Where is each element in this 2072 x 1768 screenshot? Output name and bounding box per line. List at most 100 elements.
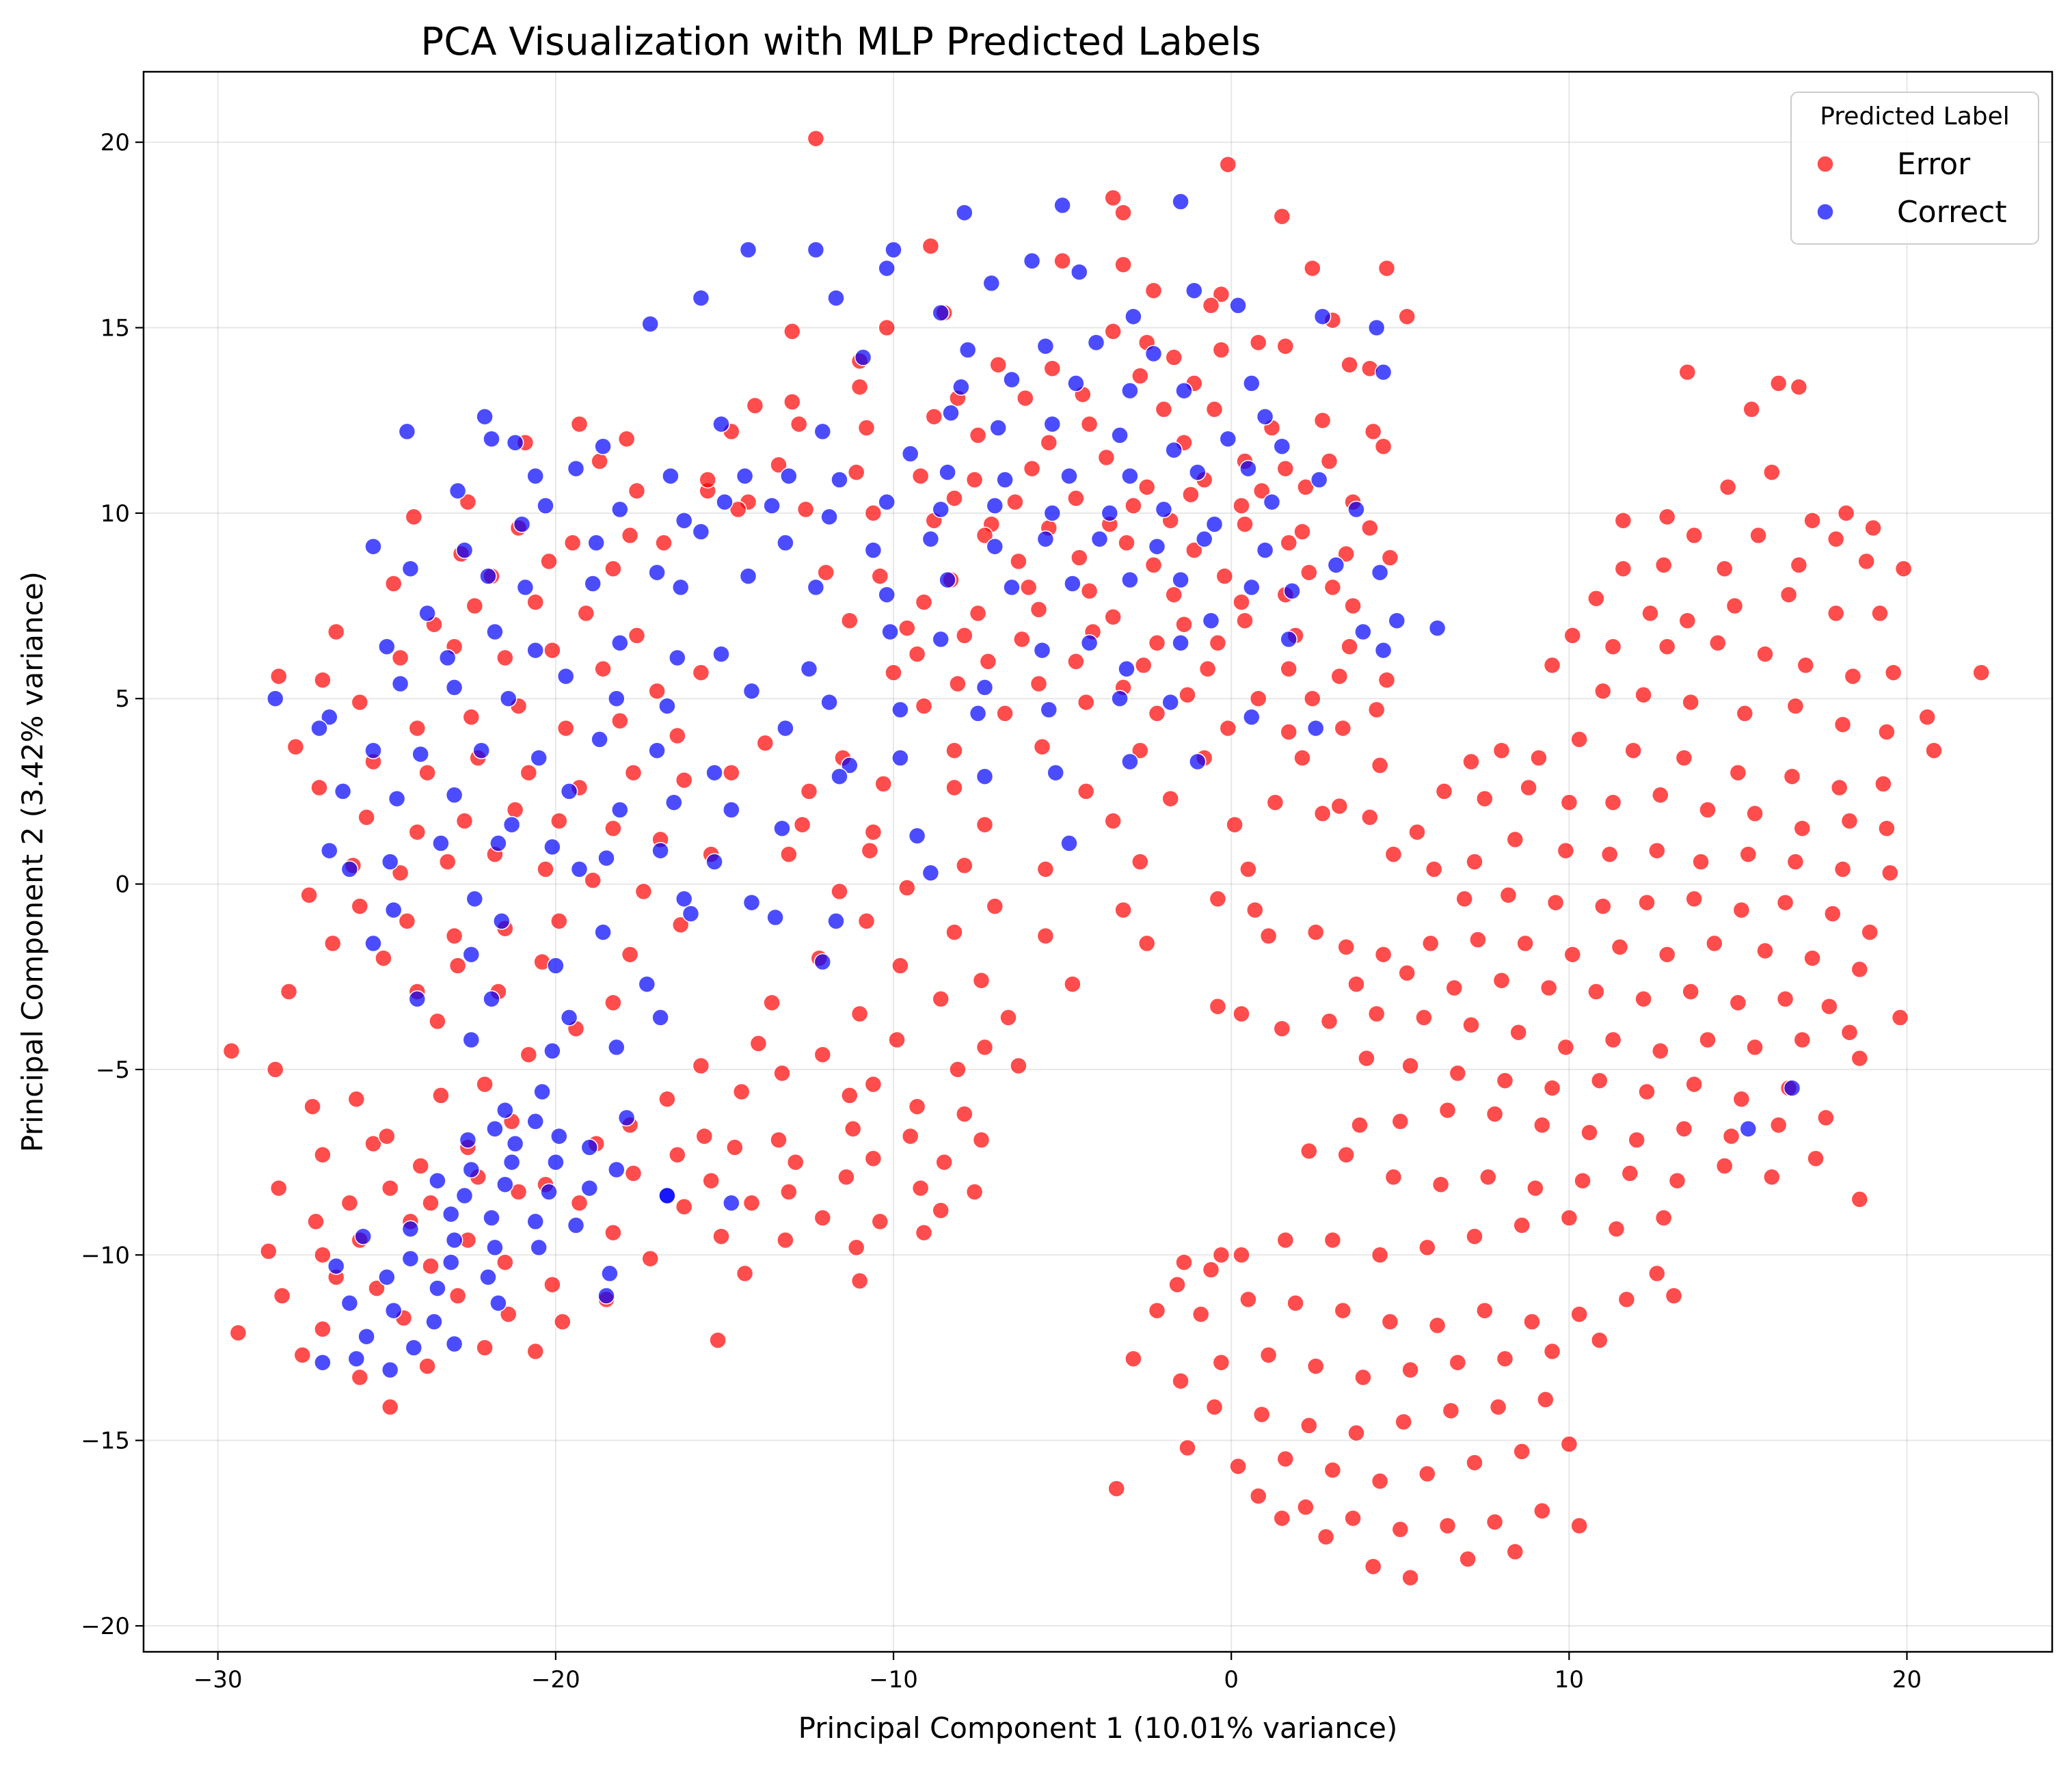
point-error xyxy=(448,957,467,975)
point-error xyxy=(1273,1020,1291,1037)
point-error xyxy=(1367,1005,1386,1023)
point-correct xyxy=(723,801,740,819)
point-error xyxy=(260,1242,278,1260)
point-correct xyxy=(405,1339,423,1357)
point-error xyxy=(1469,931,1487,949)
point-correct xyxy=(483,990,500,1008)
point-error xyxy=(1614,560,1632,577)
point-correct xyxy=(1071,263,1088,281)
point-error xyxy=(1144,556,1163,574)
point-correct xyxy=(1374,641,1392,659)
point-error xyxy=(520,763,538,782)
point-correct xyxy=(1428,619,1447,637)
point-correct xyxy=(499,690,517,707)
point-error xyxy=(1019,578,1038,597)
point-error xyxy=(408,823,427,841)
point-error xyxy=(591,452,608,470)
point-error xyxy=(969,426,987,444)
point-error xyxy=(1654,1209,1673,1227)
point-error xyxy=(1570,1305,1588,1323)
point-error xyxy=(1722,1127,1740,1145)
point-correct xyxy=(827,289,845,307)
point-error xyxy=(1198,660,1217,678)
point-error xyxy=(1570,731,1588,748)
point-error xyxy=(550,912,568,930)
point-correct xyxy=(813,422,832,441)
point-error xyxy=(1560,1209,1578,1227)
point-error xyxy=(864,504,883,522)
point-error xyxy=(1381,549,1399,567)
point-error xyxy=(1304,690,1321,707)
point-error xyxy=(1563,627,1582,644)
point-correct xyxy=(587,534,605,552)
point-error xyxy=(1276,1231,1295,1249)
point-correct xyxy=(601,1264,619,1283)
point-correct xyxy=(321,841,338,860)
point-error xyxy=(1634,990,1652,1008)
point-correct xyxy=(567,459,585,478)
point-error xyxy=(1374,437,1392,455)
point-correct xyxy=(1263,493,1281,511)
point-correct xyxy=(479,1268,497,1286)
point-error xyxy=(1107,1480,1125,1497)
point-correct xyxy=(537,497,554,515)
point-error xyxy=(945,489,963,507)
point-error xyxy=(1492,971,1511,990)
point-error xyxy=(1080,415,1099,433)
point-correct xyxy=(1121,467,1139,485)
point-correct xyxy=(958,341,977,359)
point-error xyxy=(381,1398,399,1416)
point-error xyxy=(1398,964,1416,982)
point-error xyxy=(1304,259,1321,277)
point-error xyxy=(1746,1038,1764,1057)
point-error xyxy=(945,923,963,941)
point-correct xyxy=(608,690,625,707)
point-error xyxy=(438,853,457,871)
point-error xyxy=(1212,341,1230,359)
point-correct xyxy=(1036,530,1055,548)
point-error xyxy=(1337,545,1355,563)
point-correct xyxy=(1783,1079,1801,1097)
point-error xyxy=(286,738,305,756)
point-error xyxy=(850,378,869,396)
point-correct xyxy=(408,990,427,1008)
point-correct xyxy=(1023,252,1041,270)
point-error xyxy=(1114,256,1132,273)
point-correct xyxy=(591,731,608,748)
point-correct xyxy=(381,853,399,871)
point-correct xyxy=(831,471,848,489)
point-correct xyxy=(611,500,629,519)
point-error xyxy=(1219,155,1237,174)
point-correct xyxy=(763,497,781,515)
point-error xyxy=(1273,207,1291,226)
point-error xyxy=(749,1035,768,1052)
point-correct xyxy=(1101,504,1119,522)
point-error xyxy=(351,897,369,915)
legend-label-error: Error xyxy=(1897,147,1971,182)
point-error xyxy=(1513,1216,1531,1234)
point-error xyxy=(956,627,973,644)
point-error xyxy=(1175,615,1193,634)
point-error xyxy=(1192,1305,1210,1323)
point-error xyxy=(1506,830,1524,849)
point-correct xyxy=(885,241,902,259)
point-error xyxy=(1323,1461,1342,1479)
point-correct xyxy=(921,864,940,882)
point-correct xyxy=(1003,578,1021,597)
point-error xyxy=(878,318,896,337)
point-error xyxy=(1259,1346,1278,1364)
point-error xyxy=(864,1150,883,1167)
point-error xyxy=(1233,1246,1250,1264)
point-correct xyxy=(479,567,497,585)
point-error xyxy=(1803,511,1821,530)
point-error xyxy=(1377,259,1396,277)
point-correct xyxy=(462,945,481,964)
point-error xyxy=(327,623,345,641)
point-error xyxy=(1239,1290,1257,1309)
point-error xyxy=(1202,297,1220,314)
point-correct xyxy=(556,667,575,685)
point-error xyxy=(1179,686,1196,704)
point-correct xyxy=(939,571,956,589)
point-error xyxy=(1756,942,1774,960)
